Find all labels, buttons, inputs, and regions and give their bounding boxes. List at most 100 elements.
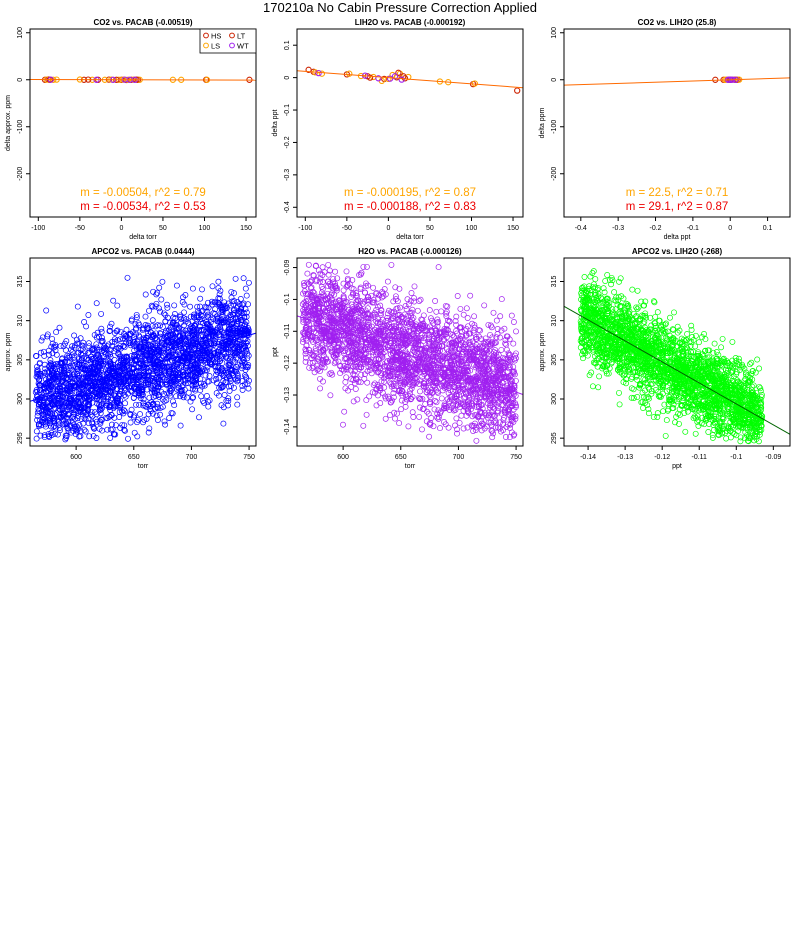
data-point [452,422,458,429]
data-point [391,334,398,341]
data-point [159,323,166,330]
data-point [463,305,470,312]
data-point [192,340,199,347]
data-point [239,365,245,372]
data-point [311,369,318,376]
data-point [424,324,431,331]
data-point [93,334,100,341]
data-point [450,333,457,340]
data-point [343,364,350,371]
data-point [132,326,139,333]
data-point [91,369,97,376]
data-point [244,350,251,357]
data-point [422,349,429,356]
legend-label: HS [211,32,221,41]
data-point [122,400,129,407]
data-point [454,426,460,433]
data-point-wt [375,75,382,82]
data-point [96,403,103,410]
data-point [340,336,347,343]
data-point [179,387,186,394]
data-point [85,340,92,347]
data-point [147,357,154,363]
data-point [300,336,307,343]
data-point [40,419,47,426]
data-point [241,360,248,366]
data-point [98,338,105,345]
data-point [455,382,462,389]
data-point [208,340,215,347]
y-tick-label: 0 [17,78,24,82]
data-point [85,388,92,395]
data-point [383,317,390,324]
y-tick-label: 0 [551,78,558,82]
data-point [74,415,81,422]
data-point [197,356,204,363]
data-point [228,383,234,389]
data-point [392,293,399,300]
data-point [149,317,156,324]
data-point [389,309,396,316]
data-point [464,315,471,321]
data-point [191,381,198,388]
data-point [489,411,496,418]
data-point [90,345,97,352]
data-point [218,402,225,409]
data-point [384,310,391,317]
data-point [202,357,209,363]
data-point [119,421,126,428]
data-point [302,358,309,365]
data-point [326,370,333,377]
data-point [493,334,500,341]
data-point [449,342,456,349]
data-point [377,310,384,317]
data-point [189,332,196,339]
plot-area [297,261,523,444]
data-point [225,330,232,336]
data-point [98,328,105,335]
data-point [315,267,322,274]
data-point [169,347,176,354]
data-point [240,275,247,282]
data-point [168,343,175,350]
data-point [57,407,64,414]
data-point [433,341,440,348]
data-point [505,350,512,357]
data-point [189,341,196,348]
data-point [374,320,381,326]
data-point [310,338,316,345]
data-point [492,347,499,354]
data-point [234,401,241,408]
data-point [349,277,356,284]
data-point [225,326,232,333]
x-tick-label: 600 [70,454,82,461]
data-point [364,315,371,322]
data-point [98,310,105,317]
data-point [302,346,309,353]
data-point [74,409,81,416]
data-point [50,415,57,422]
data-point [427,421,434,428]
data-point [124,383,131,389]
data-point [478,418,485,424]
data-point [219,383,226,390]
data-point [244,380,251,387]
data-point [424,364,431,371]
data-point [243,348,250,355]
data-point [170,343,177,349]
data-point [148,351,155,357]
data-point [204,364,211,371]
x-axis-label: delta torr [129,234,157,241]
data-point [368,292,375,299]
data-point [112,403,119,409]
data-point [140,419,147,426]
data-point [133,401,139,408]
data-point [53,329,60,336]
data-point [235,377,241,384]
data-point [184,394,190,401]
data-point [243,292,250,299]
data-point [473,385,479,392]
x-tick-label: -0.1 [687,225,699,232]
data-point [433,327,440,334]
